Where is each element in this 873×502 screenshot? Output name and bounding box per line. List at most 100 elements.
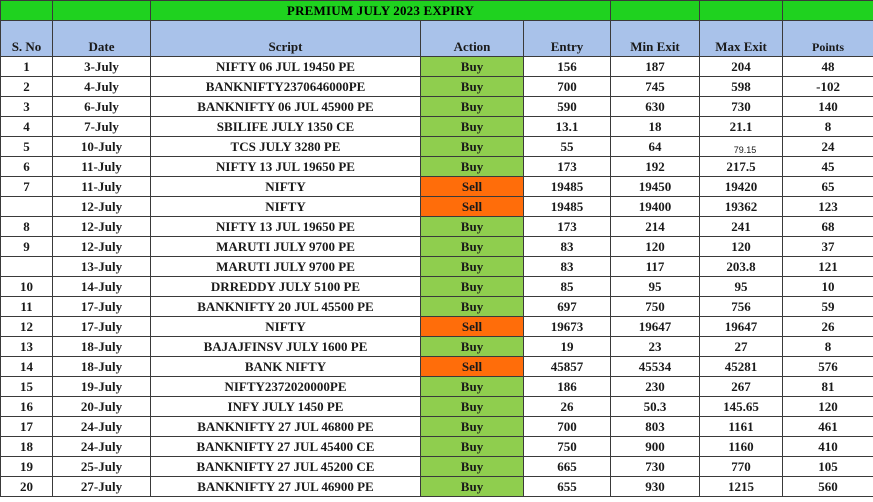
- action-sell-cell: Sell: [420, 196, 524, 217]
- col-header-max-exit: Max Exit: [699, 20, 784, 57]
- cell-points: 26: [782, 316, 873, 337]
- cell-max-exit: 1215: [699, 476, 784, 497]
- cell-script: SBILIFE JULY 1350 CE: [150, 116, 421, 137]
- cell-points: 560: [782, 476, 873, 497]
- cell-entry: 19485: [522, 196, 612, 217]
- cell-points: 37: [782, 236, 873, 257]
- cell-max-exit: 241: [699, 216, 784, 237]
- cell-sno: 17: [0, 416, 53, 437]
- cell-script: NIFTY 13 JUL 19650 PE: [150, 156, 421, 177]
- cell-date: 7-July: [52, 116, 151, 137]
- action-buy-cell: Buy: [420, 96, 524, 117]
- cell-points: 140: [782, 96, 873, 117]
- action-buy-cell: Buy: [420, 296, 524, 317]
- header-row: S. No Date Script Action Entry Min Exit …: [0, 20, 873, 57]
- cell-points: 8: [782, 336, 873, 357]
- cell-min-exit: 803: [610, 416, 701, 437]
- action-buy-cell: Buy: [420, 156, 524, 177]
- action-sell-cell: Sell: [420, 356, 524, 377]
- cell-sno: 10: [0, 276, 53, 297]
- action-buy-cell: Buy: [420, 56, 524, 77]
- cell-points: 576: [782, 356, 873, 377]
- cell-sno: 7: [0, 176, 53, 197]
- cell-sno: 12: [0, 316, 53, 337]
- cell-max-exit: 45281: [699, 356, 784, 377]
- table-row: 11 17-July BANKNIFTY 20 JUL 45500 PE Buy 697…: [0, 296, 873, 317]
- cell-script: BANKNIFTY2370646000PE: [150, 76, 421, 97]
- cell-date: 4-July: [52, 76, 151, 97]
- cell-entry: 665: [522, 456, 612, 477]
- cell-entry: 156: [522, 56, 612, 77]
- cell-min-exit: 230: [610, 376, 701, 397]
- cell-script: TCS JULY 3280 PE: [150, 136, 421, 157]
- cell-sno: 3: [0, 96, 53, 117]
- cell-max-exit: 1160: [699, 436, 784, 457]
- cell-sno: 14: [0, 356, 53, 377]
- cell-max-exit: 770: [699, 456, 784, 477]
- cell-date: 14-July: [52, 276, 151, 297]
- cell-script: NIFTY: [150, 196, 421, 217]
- col-header-date: Date: [52, 20, 151, 57]
- cell-date: 10-July: [52, 136, 151, 157]
- col-header-script: Script: [150, 20, 421, 57]
- col-header-sno: S. No: [0, 20, 53, 57]
- cell-entry: 83: [522, 236, 612, 257]
- cell-sno: 11: [0, 296, 53, 317]
- cell-script: NIFTY: [150, 316, 421, 337]
- table-row: 2 4-July BANKNIFTY2370646000PE Buy 700 745 598…: [0, 76, 873, 97]
- cell-max-exit: 204: [699, 56, 784, 77]
- cell-sno: 15: [0, 376, 53, 397]
- cell-script: BAJAJFINSV JULY 1600 PE: [150, 336, 421, 357]
- cell-script: BANKNIFTY 27 JUL 45200 CE: [150, 456, 421, 477]
- cell-script: NIFTY 13 JUL 19650 PE: [150, 216, 421, 237]
- cell-min-exit: 45534: [610, 356, 701, 377]
- cell-sno: 16: [0, 396, 53, 417]
- cell-points: 121: [782, 256, 873, 277]
- cell-script: NIFTY2372020000PE: [150, 376, 421, 397]
- table-row: 18 24-July BANKNIFTY 27 JUL 45400 CE Buy 750…: [0, 436, 873, 457]
- cell-date: 3-July: [52, 56, 151, 77]
- cell-entry: 697: [522, 296, 612, 317]
- cell-entry: 186: [522, 376, 612, 397]
- cell-script: BANKNIFTY 20 JUL 45500 PE: [150, 296, 421, 317]
- cell-entry: 26: [522, 396, 612, 417]
- cell-date: 24-July: [52, 436, 151, 457]
- cell-date: 11-July: [52, 176, 151, 197]
- cell-max-exit: 203.8: [699, 256, 784, 277]
- cell-sno: [0, 196, 53, 217]
- cell-min-exit: 50.3: [610, 396, 701, 417]
- cell-points: 68: [782, 216, 873, 237]
- cell-entry: 19485: [522, 176, 612, 197]
- cell-entry: 13.1: [522, 116, 612, 137]
- cell-script: INFY JULY 1450 PE: [150, 396, 421, 417]
- cell-points: 48: [782, 56, 873, 77]
- cell-min-exit: 930: [610, 476, 701, 497]
- banner-cell: [0, 0, 53, 21]
- cell-date: 12-July: [52, 196, 151, 217]
- cell-min-exit: 19450: [610, 176, 701, 197]
- table-row: 17 24-July BANKNIFTY 27 JUL 46800 PE Buy 700…: [0, 416, 873, 437]
- cell-min-exit: 187: [610, 56, 701, 77]
- table-row: 7 11-July NIFTY Sell 19485 19450 19420 65: [0, 176, 873, 197]
- col-header-min-exit: Min Exit: [610, 20, 701, 57]
- cell-date: 6-July: [52, 96, 151, 117]
- cell-min-exit: 750: [610, 296, 701, 317]
- action-buy-cell: Buy: [420, 436, 524, 457]
- cell-entry: 85: [522, 276, 612, 297]
- cell-date: 12-July: [52, 216, 151, 237]
- table-row: 12-July NIFTY Sell 19485 19400 19362 123: [0, 196, 873, 217]
- action-buy-cell: Buy: [420, 276, 524, 297]
- action-buy-cell: Buy: [420, 236, 524, 257]
- table-row: 10 14-July DRREDDY JULY 5100 PE Buy 85 95 95 10: [0, 276, 873, 297]
- cell-min-exit: 23: [610, 336, 701, 357]
- cell-script: NIFTY: [150, 176, 421, 197]
- action-buy-cell: Buy: [420, 256, 524, 277]
- cell-date: 13-July: [52, 256, 151, 277]
- cell-min-exit: 730: [610, 456, 701, 477]
- cell-points: 8: [782, 116, 873, 137]
- action-sell-cell: Sell: [420, 316, 524, 337]
- cell-sno: [0, 256, 53, 277]
- cell-min-exit: 95: [610, 276, 701, 297]
- cell-max-exit: 756: [699, 296, 784, 317]
